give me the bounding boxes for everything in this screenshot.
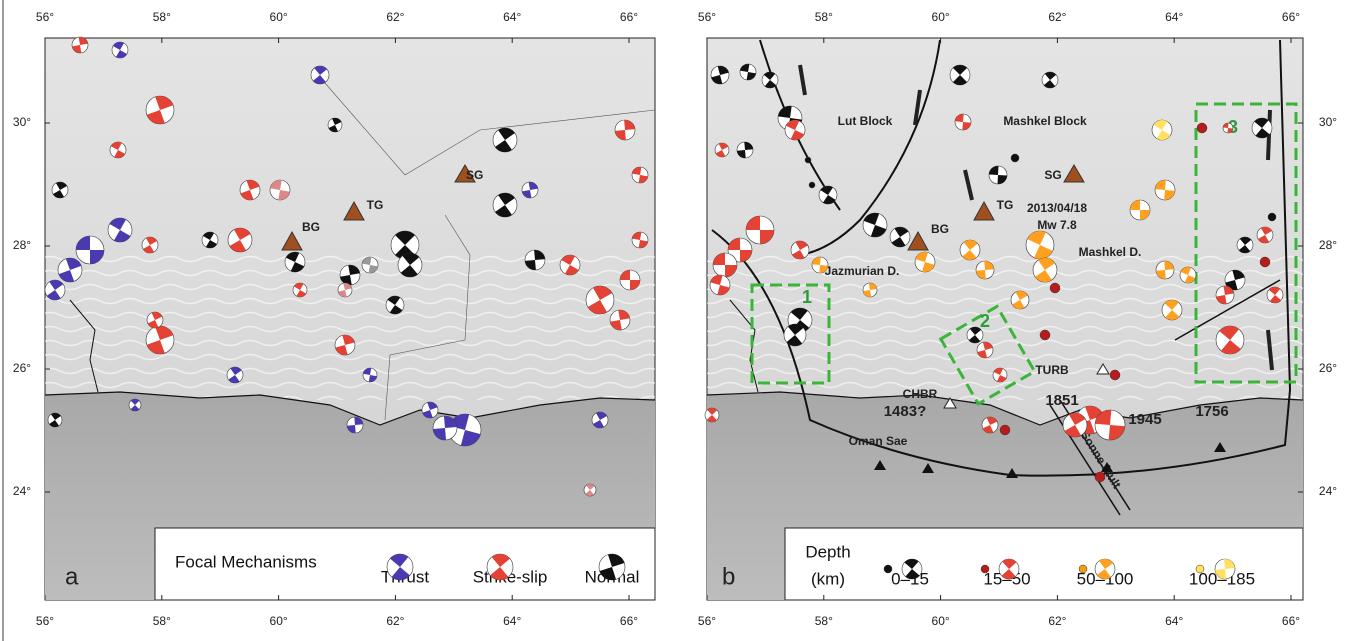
- x-tick-label: 64°: [1165, 614, 1183, 628]
- x-tick-label: 66°: [620, 614, 638, 628]
- x-tick-label: 64°: [503, 10, 521, 24]
- x-tick-label: 64°: [503, 614, 521, 628]
- box-label: 1: [802, 287, 812, 307]
- event-dot: [1110, 370, 1120, 380]
- place-label: Mashkel Block: [1003, 114, 1087, 128]
- y-tick-label: 30°: [1319, 115, 1337, 129]
- x-tick-label: 62°: [386, 614, 404, 628]
- x-tick-label: 60°: [270, 10, 288, 24]
- event-year: 1945: [1128, 411, 1161, 428]
- x-tick-label: 56°: [36, 614, 54, 628]
- y-tick-label: 26°: [1319, 361, 1337, 375]
- place-label: SG: [1044, 168, 1061, 182]
- place-label: 2013/04/18: [1027, 201, 1087, 215]
- event-dot: [1196, 565, 1204, 573]
- x-tick-label: 64°: [1165, 10, 1183, 24]
- place-label: TG: [997, 198, 1014, 212]
- x-tick-label: 60°: [270, 614, 288, 628]
- box-label: 2: [980, 311, 990, 331]
- x-tick-label: 58°: [815, 614, 833, 628]
- x-tick-label: 60°: [932, 10, 950, 24]
- place-label: Jazmurian D.: [825, 264, 900, 278]
- panel-label: a: [65, 563, 79, 590]
- place-label: Mw 7.8: [1037, 218, 1077, 232]
- x-tick-label: 62°: [1048, 614, 1066, 628]
- x-tick-label: 66°: [1282, 10, 1300, 24]
- place-label: Mashkel D.: [1079, 245, 1142, 259]
- event-dot: [1260, 257, 1270, 267]
- panel-b: Lut Block Mashkel Block SG TG 2013/04/18…: [698, 10, 1337, 628]
- place-label: TURB: [1035, 363, 1069, 377]
- x-tick-label: 56°: [36, 10, 54, 24]
- event-dot: [1079, 565, 1087, 573]
- y-tick-label: 30°: [13, 115, 31, 129]
- y-tick-label: 28°: [1319, 238, 1337, 252]
- x-tick-label: 58°: [153, 10, 171, 24]
- place-label: Lut Block: [838, 114, 893, 128]
- x-tick-label: 62°: [1048, 10, 1066, 24]
- place-label: BG: [931, 222, 949, 236]
- y-tick-label: 24°: [13, 484, 31, 498]
- legend-unit: (km): [811, 569, 845, 588]
- legend-title: Focal Mechanisms: [175, 552, 317, 571]
- x-tick-label: 60°: [932, 614, 950, 628]
- event-year: 1756: [1195, 403, 1228, 420]
- event-dot: [1268, 213, 1276, 221]
- x-tick-label: 58°: [153, 614, 171, 628]
- event-dot: [1095, 472, 1105, 482]
- event-dot: [1011, 154, 1019, 162]
- y-tick-label: 24°: [1319, 484, 1337, 498]
- x-tick-label: 56°: [698, 614, 716, 628]
- event-dot: [1040, 330, 1050, 340]
- figure: SG TG BG a Focal Mechanisms Thrust Strik…: [0, 0, 1365, 641]
- panel-label: b: [722, 563, 735, 590]
- y-tick-label: 28°: [13, 238, 31, 252]
- legend-title: Depth: [805, 542, 850, 561]
- event-dot: [1050, 283, 1060, 293]
- x-tick-label: 58°: [815, 10, 833, 24]
- panel-a: SG TG BG a Focal Mechanisms Thrust Strik…: [13, 10, 655, 628]
- event-dot: [809, 182, 815, 188]
- x-tick-label: 66°: [1282, 614, 1300, 628]
- x-tick-label: 56°: [698, 10, 716, 24]
- place-label: CHBR: [903, 387, 938, 401]
- x-tick-label: 62°: [386, 10, 404, 24]
- place-label: TG: [367, 198, 384, 212]
- event-dot: [884, 565, 892, 573]
- y-tick-label: 26°: [13, 361, 31, 375]
- event-dot: [981, 565, 989, 573]
- place-label: SG: [466, 168, 483, 182]
- event-dot: [805, 157, 811, 163]
- event-dot: [1197, 123, 1207, 133]
- place-label: Oman Sae: [849, 434, 908, 448]
- x-tick-label: 66°: [620, 10, 638, 24]
- event-dot: [1000, 425, 1010, 435]
- event-year: 1851: [1045, 392, 1078, 409]
- event-year: 1483?: [884, 403, 927, 420]
- place-label: BG: [302, 220, 320, 234]
